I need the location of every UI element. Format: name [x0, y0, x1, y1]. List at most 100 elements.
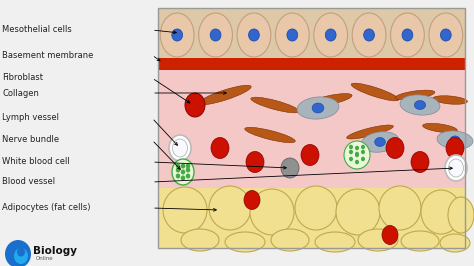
Ellipse shape — [250, 189, 294, 235]
Ellipse shape — [411, 152, 429, 172]
Ellipse shape — [176, 164, 180, 168]
Ellipse shape — [440, 29, 451, 41]
Ellipse shape — [445, 155, 467, 181]
Ellipse shape — [448, 197, 474, 233]
Ellipse shape — [181, 229, 219, 251]
Ellipse shape — [181, 176, 185, 181]
Ellipse shape — [361, 157, 365, 161]
Ellipse shape — [355, 153, 359, 157]
Text: Lymph vessel: Lymph vessel — [2, 114, 59, 123]
Bar — [158, 8, 465, 58]
Text: Biology: Biology — [33, 246, 77, 256]
Ellipse shape — [450, 136, 460, 144]
Ellipse shape — [199, 13, 232, 57]
Ellipse shape — [382, 226, 398, 244]
Ellipse shape — [401, 231, 439, 251]
Ellipse shape — [169, 135, 191, 161]
Ellipse shape — [349, 150, 353, 154]
Ellipse shape — [199, 85, 251, 105]
Ellipse shape — [308, 94, 352, 106]
Ellipse shape — [160, 13, 194, 57]
Text: Adipocytes (fat cells): Adipocytes (fat cells) — [2, 203, 91, 213]
Ellipse shape — [185, 93, 205, 117]
Ellipse shape — [352, 13, 386, 57]
Ellipse shape — [364, 29, 374, 41]
Ellipse shape — [421, 190, 461, 234]
Ellipse shape — [355, 146, 359, 150]
Ellipse shape — [244, 190, 260, 210]
Bar — [158, 8, 465, 248]
Ellipse shape — [248, 29, 259, 41]
Text: Fibroblast: Fibroblast — [2, 73, 43, 82]
Ellipse shape — [181, 164, 185, 168]
Ellipse shape — [391, 13, 424, 57]
Ellipse shape — [395, 90, 435, 100]
Ellipse shape — [402, 29, 413, 41]
Ellipse shape — [297, 97, 339, 119]
Ellipse shape — [374, 138, 385, 147]
Ellipse shape — [440, 234, 470, 252]
Ellipse shape — [437, 131, 473, 149]
Ellipse shape — [173, 139, 188, 157]
Ellipse shape — [281, 158, 299, 178]
Ellipse shape — [379, 186, 421, 230]
Ellipse shape — [271, 229, 309, 251]
Ellipse shape — [448, 159, 464, 177]
Ellipse shape — [5, 240, 31, 266]
Ellipse shape — [246, 152, 264, 172]
Ellipse shape — [344, 141, 370, 169]
Ellipse shape — [186, 168, 190, 172]
Ellipse shape — [172, 29, 182, 41]
Ellipse shape — [400, 95, 440, 115]
Bar — [158, 70, 465, 188]
Ellipse shape — [176, 173, 180, 178]
Text: Collagen: Collagen — [2, 89, 39, 98]
Ellipse shape — [336, 189, 380, 235]
Ellipse shape — [186, 173, 190, 178]
Ellipse shape — [351, 83, 399, 101]
Ellipse shape — [14, 248, 28, 264]
Ellipse shape — [315, 232, 355, 252]
Ellipse shape — [186, 164, 190, 168]
Ellipse shape — [287, 29, 298, 41]
Ellipse shape — [325, 29, 336, 41]
Text: Nerve bundle: Nerve bundle — [2, 135, 59, 144]
Ellipse shape — [211, 138, 229, 159]
Ellipse shape — [355, 152, 359, 156]
Ellipse shape — [295, 186, 337, 230]
Text: Mesothelial cells: Mesothelial cells — [2, 26, 72, 35]
Ellipse shape — [181, 169, 185, 174]
Ellipse shape — [172, 159, 194, 185]
Ellipse shape — [433, 96, 467, 104]
Text: Online: Online — [36, 256, 54, 260]
Ellipse shape — [414, 101, 426, 110]
Ellipse shape — [237, 13, 271, 57]
Ellipse shape — [361, 132, 399, 152]
Ellipse shape — [163, 187, 207, 233]
Ellipse shape — [361, 150, 365, 154]
Ellipse shape — [176, 168, 180, 172]
Ellipse shape — [358, 229, 398, 251]
Ellipse shape — [225, 232, 265, 252]
Text: Basement membrane: Basement membrane — [2, 51, 93, 60]
Ellipse shape — [429, 13, 463, 57]
Ellipse shape — [423, 123, 457, 133]
Ellipse shape — [251, 97, 299, 113]
Bar — [158, 188, 465, 248]
Text: White blood cell: White blood cell — [2, 157, 70, 167]
Ellipse shape — [209, 186, 251, 230]
Ellipse shape — [355, 160, 359, 164]
Ellipse shape — [275, 13, 309, 57]
Ellipse shape — [349, 157, 353, 161]
Ellipse shape — [349, 145, 353, 149]
Ellipse shape — [210, 29, 221, 41]
Ellipse shape — [386, 138, 404, 159]
Ellipse shape — [361, 145, 365, 149]
Ellipse shape — [346, 125, 393, 139]
Bar — [158, 58, 465, 70]
Ellipse shape — [17, 247, 25, 256]
Ellipse shape — [301, 144, 319, 165]
Ellipse shape — [312, 103, 324, 113]
Ellipse shape — [314, 13, 347, 57]
Text: Blood vessel: Blood vessel — [2, 177, 55, 186]
